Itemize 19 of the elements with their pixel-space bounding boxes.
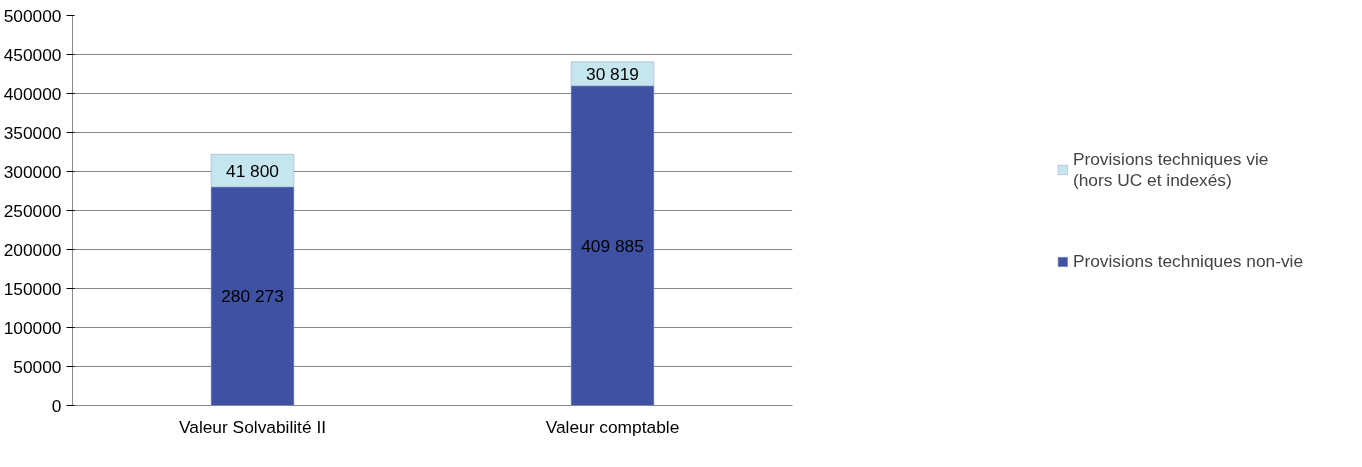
data-label: 409 885 bbox=[581, 235, 644, 256]
y-tick-label: 450000 bbox=[3, 44, 62, 65]
y-tick-label: 150000 bbox=[3, 278, 62, 299]
x-tick-label: Valeur Solvabilité II bbox=[178, 416, 327, 437]
y-tick-label: 250000 bbox=[3, 200, 62, 221]
legend-label: Provisions techniques non-vie bbox=[1072, 250, 1304, 272]
x-tick-label: Valeur comptable bbox=[545, 416, 680, 437]
legend-label: Provisions techniques vie (hors UC et indexés) bbox=[1072, 148, 1269, 191]
data-label: 41 800 bbox=[226, 160, 279, 181]
y-tick-label: 350000 bbox=[3, 122, 62, 143]
y-tick-label: 500000 bbox=[3, 5, 62, 26]
data-label: 30 819 bbox=[586, 63, 639, 84]
y-tick-label: 300000 bbox=[3, 161, 62, 182]
data-label: 280 273 bbox=[221, 286, 284, 307]
y-tick-label: 400000 bbox=[3, 83, 62, 104]
y-tick-label: 50000 bbox=[13, 356, 62, 377]
y-tick-label: 0 bbox=[51, 395, 62, 416]
y-tick-label: 200000 bbox=[3, 239, 62, 260]
y-tick-label: 100000 bbox=[3, 317, 62, 338]
